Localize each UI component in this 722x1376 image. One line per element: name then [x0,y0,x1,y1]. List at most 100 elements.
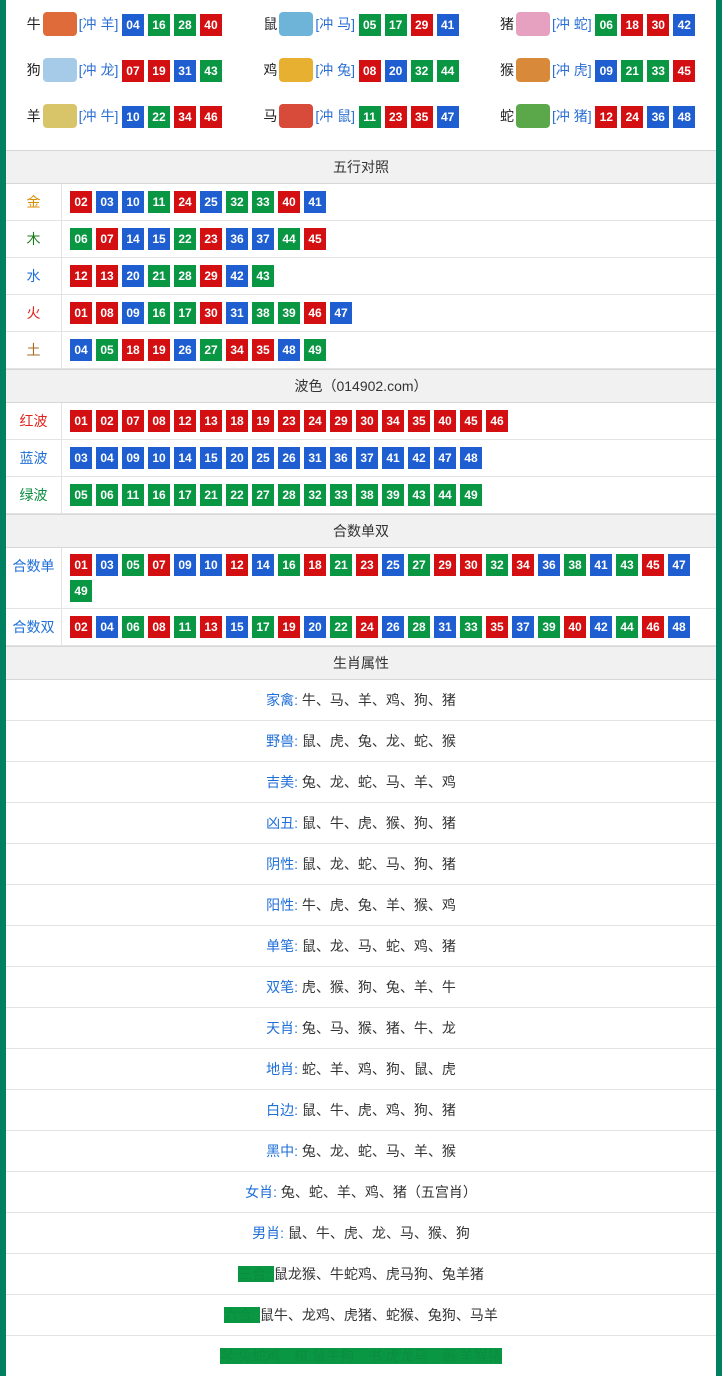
shuxing-table: 家禽: 牛、马、羊、鸡、狗、猪 野兽: 鼠、虎、兔、龙、蛇、猴 吉美: 兔、龙、… [6,680,716,1336]
number-ball: 11 [359,106,381,128]
row-cells: 03040910141520252631363741424748 [62,440,716,476]
number-ball: 23 [200,228,222,250]
number-ball: 24 [621,106,643,128]
number-ball: 05 [122,554,144,576]
zodiac-animal-icon [279,58,313,82]
number-ball: 28 [174,14,196,36]
zodiac-conflict: [冲 羊] [79,14,119,34]
number-ball: 16 [278,554,300,576]
zodiac-conflict: [冲 蛇] [552,14,592,34]
number-ball: 02 [70,191,92,213]
number-ball: 21 [330,554,352,576]
number-ball: 12 [226,554,248,576]
number-ball: 20 [122,265,144,287]
number-ball: 13 [96,265,118,287]
footer-partial-row: 琴:兔蛇鸡 棋:鼠牛狗 书:虎龙马 画:羊猴猪 [6,1336,716,1376]
zodiac-label: 牛 [冲 羊] [27,12,119,36]
row-label: 合数单 [6,548,62,608]
number-ball: 22 [226,484,248,506]
attr-row: 单笔: 鼠、龙、马、蛇、鸡、猪 [6,926,716,967]
number-ball: 07 [96,228,118,250]
number-ball: 03 [96,191,118,213]
attr-val: 鼠、虎、兔、龙、蛇、猴 [302,733,456,749]
zodiac-numbers: 04162840 [122,14,222,36]
zodiac-label: 羊 [冲 牛] [27,104,119,128]
number-ball: 11 [148,191,170,213]
attr-val: 鼠牛、龙鸡、虎猪、蛇猴、兔狗、马羊 [260,1307,498,1323]
number-ball: 14 [122,228,144,250]
zodiac-animal-icon [43,104,77,128]
zodiac-label: 猪 [冲 蛇] [500,12,592,36]
row-label: 红波 [6,403,62,439]
number-ball: 05 [96,339,118,361]
number-ball: 49 [460,484,482,506]
attr-val: 鼠、龙、马、蛇、鸡、猪 [302,938,456,954]
zodiac-label: 鸡 [冲 兔] [263,58,355,82]
number-ball: 32 [411,60,433,82]
zodiac-conflict: [冲 龙] [79,60,119,80]
number-ball: 06 [122,616,144,638]
row-cells: 06071415222336374445 [62,221,716,257]
zodiac-cell: 狗 [冲 龙] 07193143 [6,52,243,98]
number-ball: 05 [359,14,381,36]
zodiac-label: 鼠 [冲 马] [263,12,355,36]
row-label: 火 [6,295,62,331]
zodiac-conflict: [冲 虎] [552,60,592,80]
zodiac-name: 狗 [27,60,41,80]
number-ball: 09 [122,447,144,469]
zodiac-conflict: [冲 兔] [315,60,355,80]
number-ball: 29 [411,14,433,36]
number-ball: 37 [356,447,378,469]
attr-val: 鼠龙猴、牛蛇鸡、虎马狗、兔羊猪 [274,1266,484,1282]
number-ball: 29 [434,554,456,576]
attr-val: 兔、马、猴、猪、牛、龙 [302,1020,456,1036]
number-ball: 15 [148,228,170,250]
zodiac-animal-icon [279,104,313,128]
number-ball: 20 [226,447,248,469]
zodiac-numbers: 07193143 [122,60,222,82]
attr-key: 双笔: [266,979,302,995]
number-ball: 40 [200,14,222,36]
table-row: 金 02031011242532334041 [6,184,716,221]
zodiac-animal-icon [516,12,550,36]
zodiac-name: 蛇 [500,106,514,126]
number-ball: 02 [70,616,92,638]
number-ball: 25 [252,447,274,469]
number-ball: 44 [434,484,456,506]
attr-row: 阳性: 牛、虎、兔、羊、猴、鸡 [6,885,716,926]
number-ball: 01 [70,302,92,324]
attr-val: 牛、虎、兔、羊、猴、鸡 [302,897,456,913]
zodiac-animal-icon [516,58,550,82]
number-ball: 17 [385,14,407,36]
number-ball: 04 [70,339,92,361]
attr-key: 男肖: [252,1225,288,1241]
attr-key: 阴性: [266,856,302,872]
zodiac-conflict: [冲 猪] [552,106,592,126]
number-ball: 43 [252,265,274,287]
number-ball: 19 [148,60,170,82]
number-ball: 10 [122,106,144,128]
number-ball: 07 [148,554,170,576]
number-ball: 13 [200,410,222,432]
table-row: 木 06071415222336374445 [6,221,716,258]
attr-row: 家禽: 牛、马、羊、鸡、狗、猪 [6,680,716,721]
number-ball: 24 [304,410,326,432]
number-ball: 43 [200,60,222,82]
attr-key: 天肖: [266,1020,302,1036]
number-ball: 22 [148,106,170,128]
number-ball: 02 [96,410,118,432]
section-header-heshu: 合数单双 [6,514,716,548]
number-ball: 28 [278,484,300,506]
number-ball: 32 [304,484,326,506]
row-label: 金 [6,184,62,220]
attr-key: 黑中: [266,1143,302,1159]
row-cells: 0204060811131517192022242628313335373940… [62,609,716,645]
attr-key: 女肖: [245,1184,281,1200]
zodiac-cell: 牛 [冲 羊] 04162840 [6,6,243,52]
number-ball: 42 [590,616,612,638]
attr-key: 家禽: [266,692,302,708]
number-ball: 33 [460,616,482,638]
number-ball: 04 [96,616,118,638]
number-ball: 41 [382,447,404,469]
number-ball: 06 [595,14,617,36]
